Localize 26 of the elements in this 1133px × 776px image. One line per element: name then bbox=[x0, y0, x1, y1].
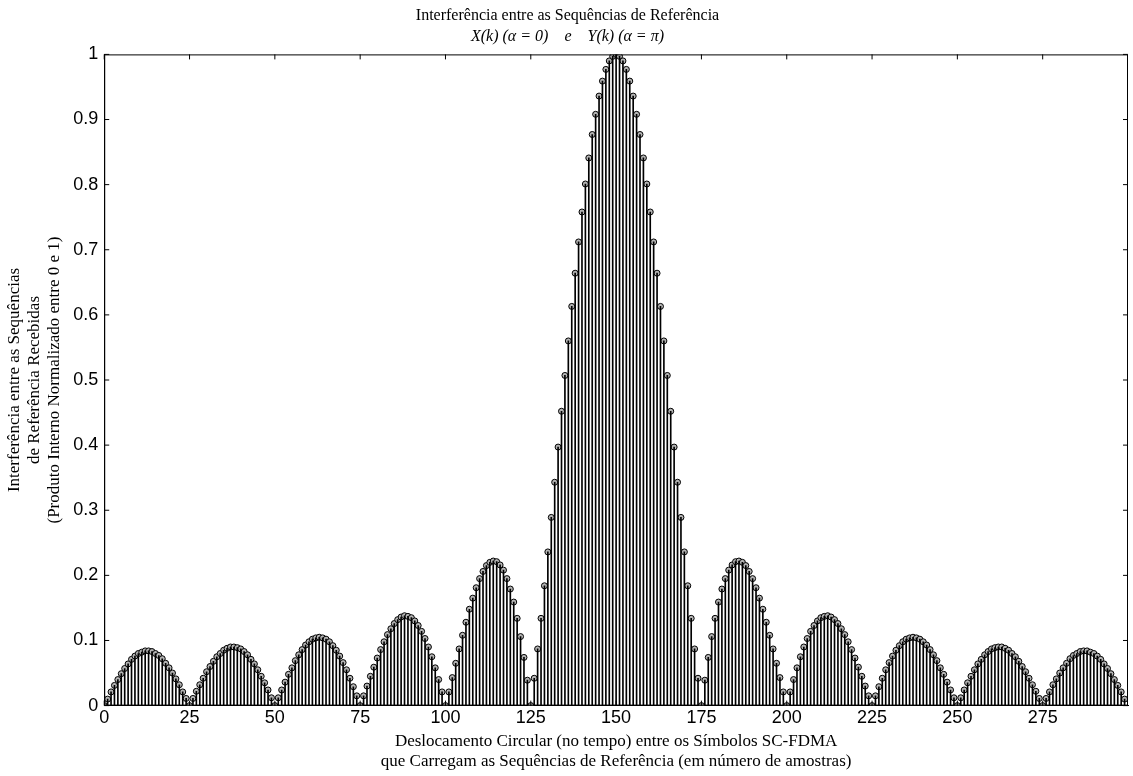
x-tick-label: 150 bbox=[601, 707, 632, 728]
x-tick-label: 50 bbox=[264, 707, 285, 728]
y-tick-label: 0.8 bbox=[73, 173, 99, 194]
chart-title: Interferência entre as Sequências de Referência bbox=[415, 5, 720, 24]
y-tick-label: 0.7 bbox=[73, 238, 99, 259]
y-axis-title: Interferência entre as Sequências de Referência Recebidas (Produto Interno Normalizado entre 0 e 1) bbox=[3, 236, 64, 524]
chart-subtitle: X(k) (α = 0) e Y(k) (α = π) bbox=[469, 27, 665, 45]
y-tick-label: 0.2 bbox=[73, 564, 99, 585]
y-tick-label: 0.4 bbox=[73, 434, 99, 455]
x-tick-label: 75 bbox=[350, 707, 371, 728]
y-tick-label: 0 bbox=[88, 694, 99, 715]
x-tick-label: 125 bbox=[515, 707, 546, 728]
y-tick-label: 0.1 bbox=[73, 629, 99, 650]
y-tick-label: 0.5 bbox=[73, 368, 99, 389]
x-tick-label: 175 bbox=[686, 707, 717, 728]
x-axis-title: Deslocamento Circular (no tempo) entre os Símbolos SC-FDMA que Carregam as Sequências de Referência (em número de amostras) bbox=[380, 730, 852, 771]
x-tick-label: 250 bbox=[942, 707, 973, 728]
x-tick-label: 200 bbox=[771, 707, 802, 728]
y-tick-label: 0.9 bbox=[73, 108, 99, 129]
x-tick-label: 100 bbox=[430, 707, 461, 728]
y-tick-label: 1 bbox=[88, 43, 99, 64]
y-tick-label: 0.3 bbox=[73, 499, 99, 520]
y-tick-label: 0.6 bbox=[73, 303, 99, 324]
x-tick-label: 225 bbox=[857, 707, 888, 728]
x-tick-label: 25 bbox=[179, 707, 200, 728]
x-tick-label: 275 bbox=[1027, 707, 1058, 728]
